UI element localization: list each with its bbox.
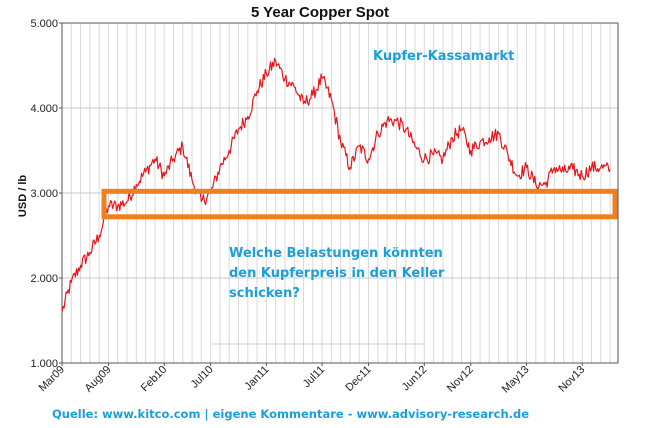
source-footer: Quelle: www.kitco.com | eigene Kommentar… [52, 407, 529, 421]
x-tick-label: Aug09 [83, 364, 114, 395]
annotation-kassamarkt: Kupfer-Kassamarkt [373, 49, 514, 64]
x-tick-label: Feb10 [139, 364, 170, 395]
x-tick-label: Jan11 [242, 364, 271, 393]
y-tick-label: 3.000 [30, 188, 58, 200]
chart-title: 5 Year Copper Spot [251, 4, 389, 21]
x-tick-label: Jul11 [301, 364, 328, 391]
x-tick-label: Jun12 [400, 364, 430, 394]
y-tick-label: 2.000 [30, 273, 58, 285]
x-tick-label: Nov12 [445, 364, 476, 395]
annotation-question-line-2: den Kupferpreis in den Keller [229, 266, 445, 281]
x-tick-label: Jul10 [189, 364, 216, 391]
y-tick-label: 5.000 [30, 18, 58, 30]
highlight-band [101, 188, 618, 220]
y-tick-label: 4.000 [30, 103, 58, 115]
x-tick-label: May13 [500, 364, 532, 396]
series-line [61, 57, 611, 313]
x-tick-label: Dec11 [343, 364, 373, 394]
annotation-question-line-3: schicken? [229, 286, 300, 301]
series-layer [61, 57, 611, 313]
y-tick-label: 1.000 [30, 358, 58, 370]
annotation-question-line-1: Welche Belastungen könnten [229, 246, 443, 261]
x-tick-label: Nov13 [556, 364, 587, 395]
y-axis-label: USD / lb [17, 175, 29, 217]
